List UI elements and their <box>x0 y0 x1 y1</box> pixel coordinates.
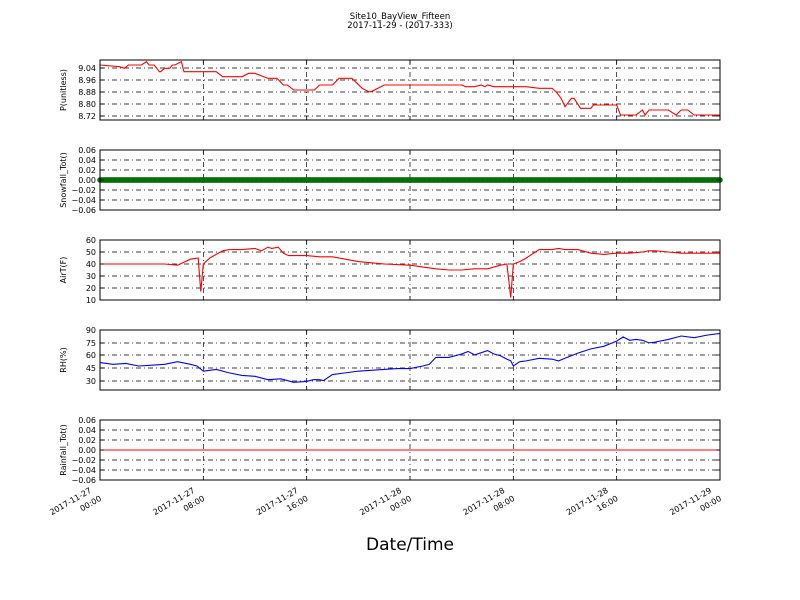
y-tick-label: 0.06 <box>78 146 96 155</box>
y-axis-label: P(unitless) <box>59 69 68 111</box>
y-tick-label: 0.00 <box>78 446 96 455</box>
figure-subtitle: 2017-11-29 - (2017-333) <box>347 21 452 31</box>
y-tick-label: 0.04 <box>78 156 96 165</box>
y-tick-label: 0.02 <box>78 436 96 445</box>
y-tick-label: 8.80 <box>78 100 96 109</box>
y-tick-label: 0.04 <box>78 426 96 435</box>
series-line <box>99 60 720 117</box>
series-markers <box>97 177 723 183</box>
y-tick-label: 60 <box>86 236 96 245</box>
y-tick-label: 75 <box>86 339 96 348</box>
y-tick-label: −0.04 <box>71 466 96 475</box>
y-axis-label: RH(%) <box>59 347 68 372</box>
panel-1: 9.04 8.96 8.88 8.80 8.72 P(unitless) <box>59 59 721 121</box>
series-line <box>99 332 721 383</box>
panel-5: 0.060.040.020.00−0.02−0.04−0.06Rainfall_… <box>59 416 721 485</box>
y-tick-label: −0.02 <box>71 186 96 195</box>
y-tick-label: 0.00 <box>78 176 96 185</box>
y-tick-label: −0.04 <box>71 196 96 205</box>
y-tick-label: 50 <box>86 248 96 257</box>
y-axis-label: AirT(F) <box>59 257 68 284</box>
panel-4: 90 75 60 45 30 RH(%) <box>59 326 721 391</box>
y-tick-label: −0.06 <box>71 206 96 215</box>
y-tick-label: 40 <box>86 260 96 269</box>
series-line <box>100 246 720 298</box>
panel-3: 60 50 40 30 20 10 AirT(F) <box>59 236 721 305</box>
y-tick-label: 20 <box>86 284 96 293</box>
y-tick-label: 45 <box>86 364 96 373</box>
y-tick-label: 8.88 <box>78 88 96 97</box>
y-tick-label: 30 <box>86 377 96 386</box>
y-axis-label: Rainfall_Tot() <box>59 424 68 476</box>
panel-2: 0.060.040.020.00−0.02−0.04−0.06Snowfall_… <box>59 146 723 215</box>
y-tick-label: 10 <box>86 296 96 305</box>
y-tick-label: 0.06 <box>78 416 96 425</box>
y-tick-label: −0.06 <box>71 476 96 485</box>
y-tick-label: 0.02 <box>78 166 96 175</box>
y-tick-label: 8.96 <box>78 76 96 85</box>
figure-title: Site10_BayView_Fifteen <box>350 12 451 22</box>
y-tick-label: −0.02 <box>71 456 96 465</box>
y-tick-label: 30 <box>86 272 96 281</box>
y-tick-label: 90 <box>86 326 96 335</box>
x-axis-label: Date/Time <box>366 535 454 555</box>
y-tick-label: 60 <box>86 351 96 360</box>
y-tick-label: 9.04 <box>78 64 96 73</box>
y-tick-label: 8.72 <box>78 112 96 121</box>
y-axis-label: Snowfall_Tot() <box>59 152 68 208</box>
